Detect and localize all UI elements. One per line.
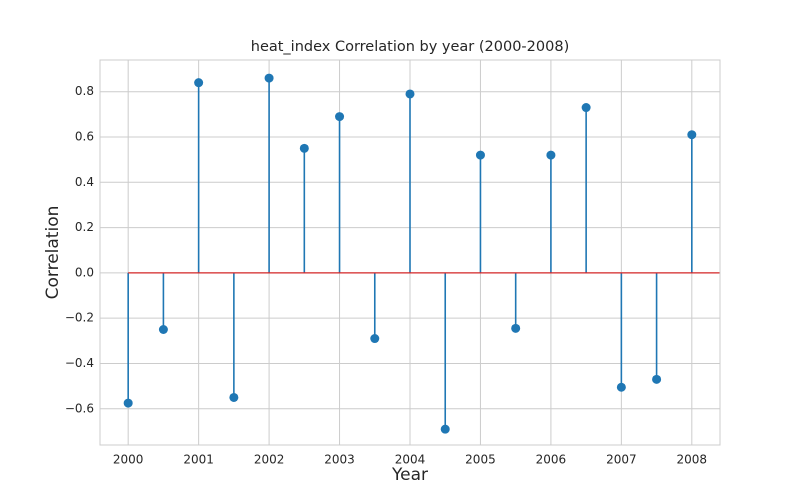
x-tick-labels: 2000 2001 2002 2003 2004 2005 2006 2007 2008: [113, 453, 707, 467]
y-tick-label: −0.4: [65, 356, 94, 370]
stem-marker: [652, 374, 662, 384]
stem-marker: [264, 73, 274, 83]
markers: [123, 73, 697, 434]
stem-marker: [581, 103, 591, 113]
x-tick-label: 2004: [395, 453, 426, 467]
stem-marker: [229, 392, 239, 402]
stem-marker: [440, 424, 450, 434]
x-tick-label: 2007: [606, 453, 637, 467]
axes-frame: [99, 59, 721, 446]
stem-marker: [511, 323, 521, 333]
stem-marker: [616, 382, 626, 392]
x-tick-label: 2006: [536, 453, 567, 467]
stem-marker: [194, 78, 204, 88]
stem-marker: [335, 112, 345, 122]
y-tick-label: 0.6: [75, 130, 94, 144]
y-tick-label: 0.0: [75, 265, 94, 279]
y-axis-title: Correlation: [43, 206, 63, 300]
x-tick-label: 2001: [183, 453, 214, 467]
y-tick-labels: −0.6 −0.4 −0.2 0.0 0.2 0.4 0.6 0.8: [65, 84, 94, 415]
chart-title: heat_index Correlation by year (2000-200…: [251, 39, 569, 55]
stem-marker: [475, 150, 485, 160]
y-tick-label: −0.2: [65, 311, 94, 325]
stem-marker: [123, 398, 133, 408]
x-tick-label: 2003: [324, 453, 355, 467]
stem-marker: [687, 130, 697, 140]
stem-marker: [546, 150, 556, 160]
y-tick-label: 0.4: [75, 175, 94, 189]
y-tick-label: 0.2: [75, 220, 94, 234]
y-tick-label: −0.6: [65, 401, 94, 415]
x-axis-title: Year: [391, 465, 428, 485]
x-tick-label: 2008: [677, 453, 708, 467]
y-tick-label: 0.8: [75, 84, 94, 98]
stem-marker: [370, 334, 380, 344]
x-tick-label: 2002: [254, 453, 285, 467]
x-tick-label: 2000: [113, 453, 144, 467]
stem-marker: [405, 89, 415, 99]
stem-marker: [158, 325, 168, 334]
x-tick-label: 2005: [465, 453, 496, 467]
stems: [127, 78, 693, 430]
stem-marker: [299, 143, 309, 153]
